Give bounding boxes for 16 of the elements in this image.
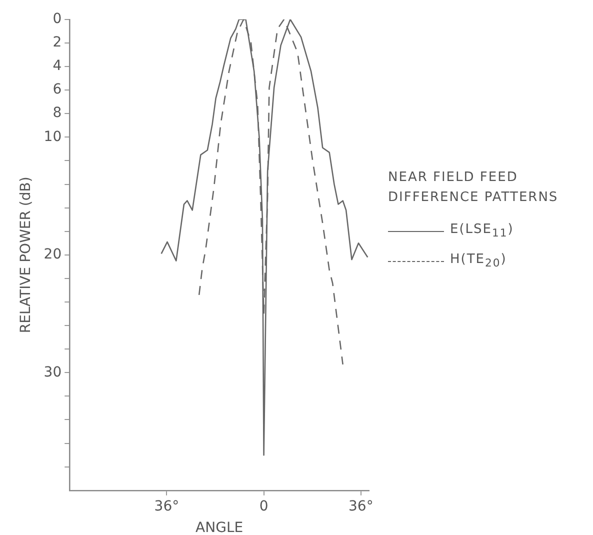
legend-label: H(TE$_{20}$) bbox=[450, 252, 507, 270]
y-tick-label: 6 bbox=[52, 82, 62, 98]
x-axis-title: ANGLE bbox=[196, 520, 244, 535]
x-tick-label: 0 bbox=[259, 498, 268, 514]
legend-label: E(LSE$_{11}$) bbox=[450, 222, 514, 240]
y-tick-label: 2 bbox=[52, 34, 62, 51]
y-tick-label: 20 bbox=[44, 246, 62, 263]
y-tick-label: 8 bbox=[52, 105, 62, 122]
y-tick-label: 4 bbox=[52, 58, 62, 74]
x-tick-label: 36° bbox=[154, 498, 180, 514]
legend-title: NEAR FIELD FEED DIFFERENCE PATTERNS bbox=[388, 169, 558, 207]
y-axis-title: RELATIVE POWER (dB) bbox=[18, 176, 34, 334]
x-tick-label: 36° bbox=[348, 498, 374, 514]
y-tick-label: 0 bbox=[52, 11, 62, 28]
y-tick-label: 10 bbox=[44, 128, 62, 145]
y-tick-label: 30 bbox=[44, 364, 62, 380]
